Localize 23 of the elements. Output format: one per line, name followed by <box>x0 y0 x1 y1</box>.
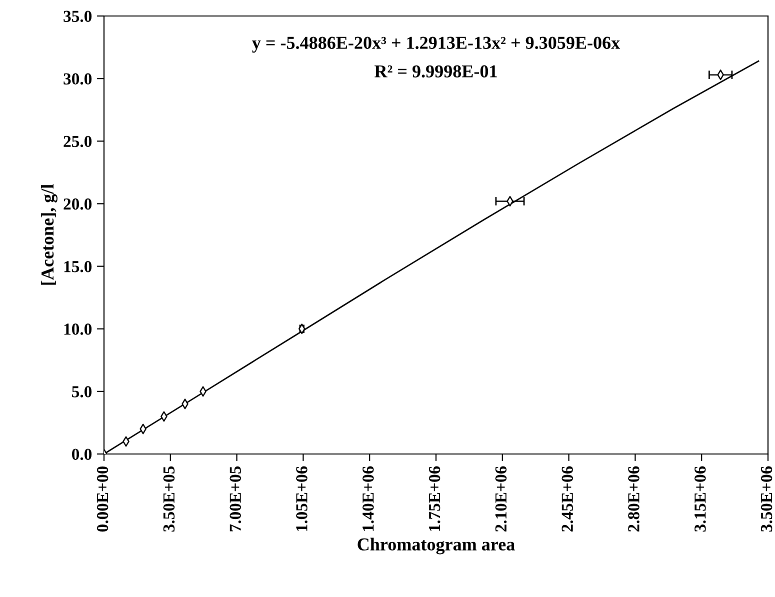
annotation: y = -5.4886E-20x³ + 1.2913E-13x² + 9.3059E-06x <box>252 36 620 53</box>
x-tick-label: 3.50E+05 <box>163 466 175 532</box>
x-tick-label: 2.45E+06 <box>562 466 574 532</box>
x-tick-label: 1.40E+06 <box>362 466 374 531</box>
x-tick-label: 1.05E+06 <box>296 466 308 531</box>
x-tick-label: 1.75E+06 <box>428 466 440 531</box>
x-tick-label: 3.15E+06 <box>694 466 706 532</box>
x-tick-label: 0.00E+00 <box>96 466 108 532</box>
y-tick-label: 25.0 <box>64 136 92 148</box>
y-axis-title: [Acetone], g/l <box>40 184 58 285</box>
y-tick-label: 15.0 <box>64 260 92 272</box>
x-tick-label: 2.10E+06 <box>495 466 507 532</box>
y-tick-label: 10.0 <box>64 324 92 335</box>
x-tick-label: 3.50E+06 <box>760 466 772 532</box>
y-tick-label: 35.0 <box>64 10 92 22</box>
x-axis-title: Chromatogram area <box>358 538 515 554</box>
y-tick-label: 0.0 <box>72 448 92 460</box>
annotation: R² = 9.9998E-01 <box>374 65 497 78</box>
y-tick-label: 20.0 <box>64 198 92 210</box>
x-tick-label: 2.80E+06 <box>628 466 640 532</box>
y-tick-label: 30.0 <box>64 73 92 85</box>
x-tick-label: 7.00E+05 <box>230 466 242 532</box>
y-tick-label: 5.0 <box>72 386 92 398</box>
